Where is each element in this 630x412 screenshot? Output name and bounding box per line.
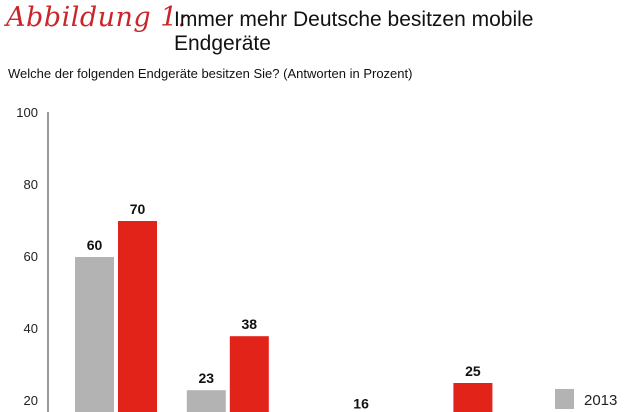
- data-label: 16: [353, 395, 369, 411]
- bar: [75, 257, 114, 412]
- legend-label-2013: 2013: [584, 392, 617, 409]
- y-tick-label: 40: [24, 321, 38, 336]
- chart-title: Immer mehr Deutsche besitzen mobile Endg…: [174, 8, 534, 55]
- data-label: 23: [199, 370, 215, 386]
- data-label: 70: [130, 201, 146, 217]
- bar: [229, 336, 269, 412]
- figure-label: Abbildung 1:: [6, 2, 188, 33]
- y-tick-label: 20: [24, 393, 38, 408]
- data-label: 60: [87, 237, 103, 253]
- data-label: 25: [465, 363, 481, 379]
- chart-subtitle: Welche der folgenden Endgeräte besitzen …: [8, 66, 413, 81]
- y-tick-label: 60: [24, 249, 38, 264]
- bar: [453, 383, 493, 412]
- bar: [118, 221, 157, 412]
- legend-swatch-2013: [555, 389, 574, 409]
- data-label: 38: [242, 316, 258, 332]
- y-tick-label: 100: [16, 105, 38, 120]
- y-tick-label: 80: [24, 177, 38, 192]
- bar: [186, 390, 226, 412]
